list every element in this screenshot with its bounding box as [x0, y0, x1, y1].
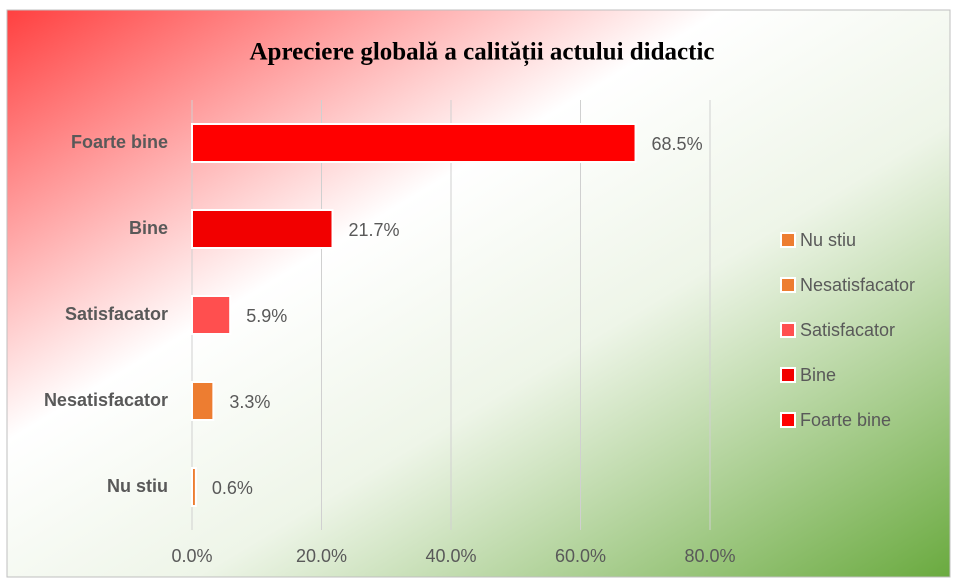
legend-swatch — [780, 367, 796, 383]
data-label: 5.9% — [246, 306, 287, 326]
data-label: 68.5% — [652, 134, 703, 154]
bar — [191, 467, 197, 507]
x-tick-label: 40.0% — [425, 546, 476, 566]
legend-label: Bine — [800, 365, 836, 385]
legend-swatch — [780, 232, 796, 248]
bar — [191, 295, 232, 335]
legend-label: Nesatisfacator — [800, 275, 915, 295]
data-label: 0.6% — [212, 478, 253, 498]
bar — [191, 123, 637, 163]
x-tick-label: 60.0% — [555, 546, 606, 566]
legend-swatch — [780, 277, 796, 293]
data-label: 3.3% — [229, 392, 270, 412]
legend-label: Foarte bine — [800, 410, 891, 430]
x-tick-label: 0.0% — [171, 546, 212, 566]
legend-label: Satisfacator — [800, 320, 895, 340]
data-label: 21.7% — [349, 220, 400, 240]
legend-swatch — [780, 412, 796, 428]
x-tick-label: 20.0% — [296, 546, 347, 566]
bar — [191, 381, 215, 421]
y-tick-label: Nu stiu — [107, 476, 168, 496]
chart-title: Apreciere globală a calității actului di… — [250, 39, 715, 67]
y-tick-label: Bine — [129, 218, 168, 238]
y-tick-label: Nesatisfacator — [44, 390, 168, 410]
bar — [191, 209, 334, 249]
legend-swatch — [780, 322, 796, 338]
legend-label: Nu stiu — [800, 230, 856, 250]
y-tick-label: Foarte bine — [71, 132, 168, 152]
x-tick-label: 80.0% — [684, 546, 735, 566]
y-tick-label: Satisfacator — [65, 304, 168, 324]
chart-background — [6, 9, 951, 578]
